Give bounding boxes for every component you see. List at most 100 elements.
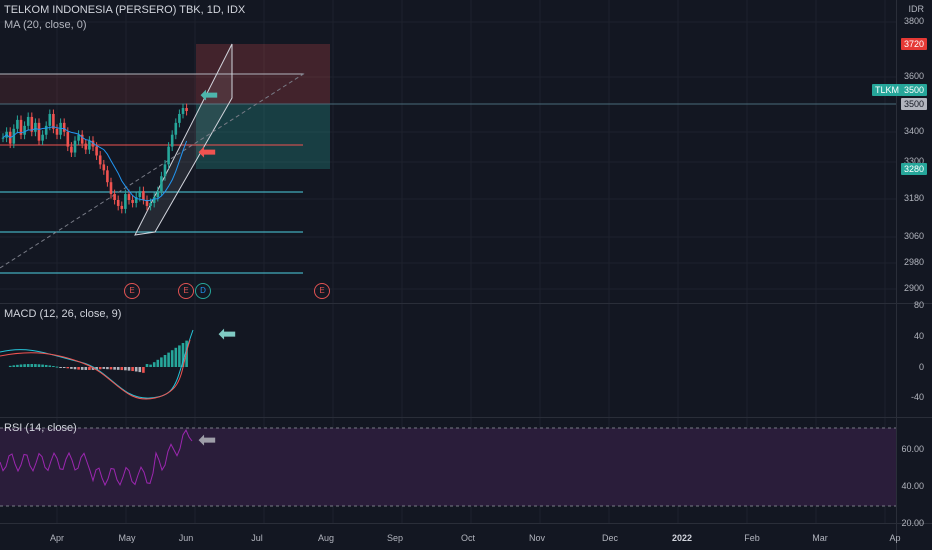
time-label: Dec <box>601 533 619 543</box>
macd-histogram-bar <box>124 367 127 371</box>
time-label: Ap <box>889 533 901 543</box>
rsi-tick: 60.00 <box>901 444 924 454</box>
candle-body <box>16 119 19 129</box>
candle-body <box>80 134 84 144</box>
candle-body <box>102 164 106 171</box>
candle-body <box>44 125 48 135</box>
time-label: Oct <box>460 533 476 543</box>
position-reward-zone <box>196 104 330 169</box>
macd-histogram-bar <box>12 365 16 367</box>
candle-body <box>26 116 30 126</box>
time-label: Nov <box>528 533 546 543</box>
time-label: May <box>118 533 136 543</box>
candle-body <box>77 134 80 141</box>
rsi-line <box>0 429 193 487</box>
candle-body <box>116 200 120 206</box>
trend-channel <box>134 43 233 236</box>
dividend-event-badge[interactable]: D <box>195 283 211 299</box>
candle-body <box>106 170 109 183</box>
macd-histogram-bar <box>70 367 73 369</box>
time-label: Aug <box>317 533 335 543</box>
candle-body <box>73 140 77 153</box>
price-tick: 2980 <box>903 257 924 267</box>
candle-body <box>88 140 91 150</box>
macd-histogram-bar <box>84 367 88 370</box>
macd-tick: 80 <box>913 300 924 310</box>
earnings-event-badge[interactable]: E <box>124 283 140 299</box>
macd-histogram-bar <box>16 364 19 367</box>
price-tick: 3180 <box>903 193 924 203</box>
macd-signal-line <box>0 339 191 400</box>
candle-body <box>167 146 170 165</box>
candle-body <box>131 200 134 203</box>
macd-histogram-bar <box>62 367 66 368</box>
macd-line <box>0 329 194 399</box>
candle-body <box>149 202 152 206</box>
candle-body <box>52 113 55 129</box>
symbol-title[interactable]: TELKOM INDONESIA (PERSERO) TBK, 1D, IDX <box>4 4 246 16</box>
macd-histogram-bar <box>77 367 80 370</box>
rsi-tick: 20.00 <box>901 518 924 528</box>
macd-histogram-bar <box>55 366 59 368</box>
pane-divider-macd[interactable] <box>0 303 932 304</box>
candle-body <box>120 205 124 209</box>
macd-histogram-bar <box>152 362 156 367</box>
macd-histogram-bar <box>178 345 181 367</box>
candle-body <box>170 134 174 147</box>
trend-line-dashed <box>0 72 306 269</box>
macd-histogram-bar <box>80 367 84 370</box>
macd-histogram-bar <box>88 367 91 370</box>
arrow-left-icon: ⬅ <box>198 427 217 452</box>
macd-histogram-bar <box>160 357 163 367</box>
last-price-tag: 3500 <box>900 84 927 96</box>
macd-histogram-bar <box>167 352 170 367</box>
candle-body <box>160 176 163 192</box>
candle-body <box>142 191 145 200</box>
arrow-left-icon: ⬅ <box>200 82 219 107</box>
macd-histogram-bar <box>44 364 48 367</box>
macd-histogram-bar <box>134 367 138 372</box>
macd-histogram-bar <box>95 367 98 370</box>
macd-histogram-bar <box>41 364 44 367</box>
macd-histogram-bar <box>156 359 160 367</box>
ma-legend[interactable]: MA (20, close, 0) <box>4 19 87 31</box>
time-label: Mar <box>812 533 828 543</box>
macd-histogram-bar <box>34 364 37 367</box>
stop-price-tag: 3280 <box>900 163 927 175</box>
candle-body <box>37 122 41 141</box>
earnings-event-badge[interactable]: E <box>314 283 330 299</box>
candle-body <box>41 134 44 141</box>
macd-histogram-bar <box>149 364 152 367</box>
price-tick: 3600 <box>903 71 924 81</box>
macd-histogram-bar <box>116 367 120 370</box>
candle-body <box>66 131 70 147</box>
macd-histogram-bar <box>174 347 178 367</box>
macd-histogram-bar <box>102 367 106 369</box>
macd-histogram-bar <box>163 355 167 367</box>
time-axis-divider <box>0 523 932 524</box>
macd-histogram-bar <box>170 350 174 367</box>
macd-histogram-bar <box>106 367 109 370</box>
candle-body <box>181 108 185 114</box>
rsi-legend[interactable]: RSI (14, close) <box>4 422 77 434</box>
price-tick: 2900 <box>903 283 924 293</box>
price-tick: 3060 <box>903 231 924 241</box>
macd-histogram-bar <box>98 367 102 370</box>
time-label: Sep <box>386 533 404 543</box>
earnings-event-badge[interactable]: E <box>178 283 194 299</box>
candle-body <box>178 113 181 123</box>
candle-body <box>145 200 149 206</box>
price-axis[interactable] <box>896 0 932 550</box>
macd-histogram-bar <box>127 367 131 371</box>
candle-body <box>70 146 73 153</box>
macd-histogram-bar <box>145 364 149 367</box>
macd-legend[interactable]: MACD (12, 26, close, 9) <box>4 308 122 320</box>
macd-histogram-bar <box>30 364 34 367</box>
pane-divider-rsi[interactable] <box>0 417 932 418</box>
entry-price-tag: 3500 <box>900 98 927 110</box>
macd-histogram-bar <box>8 365 12 367</box>
candle-body <box>163 164 167 177</box>
arrow-left-icon: ⬅ <box>198 139 217 164</box>
